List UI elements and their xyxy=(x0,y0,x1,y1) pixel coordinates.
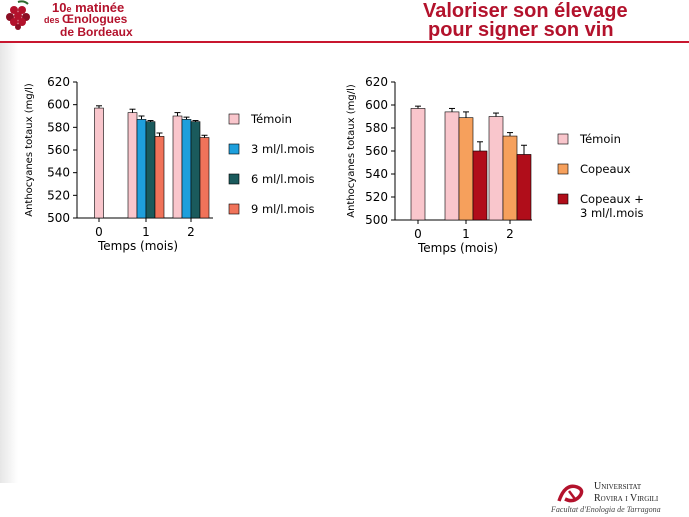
university-name: Universitat Rovira i Virgili xyxy=(594,481,658,505)
y-tick-label: 560 xyxy=(47,143,70,157)
y-axis-label: Anthocyanes totaux (mg/l) xyxy=(24,83,35,217)
x-tick-label: 0 xyxy=(95,225,103,239)
bar xyxy=(458,117,474,221)
bar xyxy=(181,119,192,219)
y-tick-label: 500 xyxy=(47,211,70,225)
bar xyxy=(488,116,504,221)
bar xyxy=(472,150,488,221)
x-axis-label: Temps (mois) xyxy=(417,241,498,255)
y-tick-label: 620 xyxy=(47,75,70,89)
y-tick-label: 500 xyxy=(365,213,388,227)
legend-label: 6 ml/l.mois xyxy=(251,172,315,186)
chart-anthocyanes-copeaux: 500 520 540 560 580 600 620 Anthocyanes totaux … xyxy=(346,75,644,255)
y-tick-label: 580 xyxy=(47,120,70,134)
x-tick-label: 2 xyxy=(187,225,195,239)
x-tick-label: 0 xyxy=(414,227,422,241)
legend-swatch xyxy=(228,113,240,125)
y-tick-label: 540 xyxy=(365,167,388,181)
y-tick-label: 620 xyxy=(365,75,388,89)
bar xyxy=(516,154,532,221)
faculty-name: Facultat d'Enologia de Tarragona xyxy=(551,505,661,514)
university-line-1: Universitat xyxy=(594,481,642,492)
legend-label: Témoin xyxy=(579,132,621,146)
bar xyxy=(190,121,201,219)
bar xyxy=(94,107,104,219)
legend-swatch xyxy=(557,133,569,145)
y-tick-label: 540 xyxy=(47,166,70,180)
event-line-2: des Œnologues xyxy=(44,12,128,26)
legend-label: Copeaux + xyxy=(580,192,644,206)
bar xyxy=(154,136,165,219)
x-tick-label: 1 xyxy=(142,225,150,239)
legend-label: 9 ml/l.mois xyxy=(251,202,315,216)
y-tick-label: 600 xyxy=(47,98,70,112)
bar xyxy=(145,121,156,219)
y-tick-label: 600 xyxy=(365,98,388,112)
bar xyxy=(172,115,183,219)
event-line-3: de Bordeaux xyxy=(60,25,133,39)
legend-label: Témoin xyxy=(250,112,292,126)
chart-anthocyanes-doses: 500 520 540 560 580 600 620 Anthocyanes totaux … xyxy=(24,75,315,253)
y-tick-label: 520 xyxy=(47,188,70,202)
urv-logo xyxy=(555,481,589,503)
legend-swatch xyxy=(228,173,240,185)
legend-label: 3 ml/l.mois xyxy=(251,142,315,156)
x-tick-label: 1 xyxy=(462,227,470,241)
event-line-1: 10e matinée xyxy=(52,0,125,15)
y-tick-label: 560 xyxy=(365,144,388,158)
slide-title-line-2: pour signer son vin xyxy=(428,19,614,41)
left-decorative-strip xyxy=(0,43,18,483)
legend-label: 3 ml/l.mois xyxy=(580,206,644,220)
bar xyxy=(444,111,460,221)
legend-swatch xyxy=(557,163,569,175)
legend-swatch xyxy=(228,203,240,215)
slide-title-line-1: Valoriser son élevage xyxy=(423,0,628,22)
bar xyxy=(199,137,210,219)
university-line-2: Rovira i Virgili xyxy=(594,493,659,504)
legend-swatch xyxy=(557,193,569,205)
legend-swatch xyxy=(228,143,240,155)
x-tick-label: 2 xyxy=(506,227,514,241)
bar xyxy=(136,119,147,219)
bar xyxy=(410,108,426,221)
x-axis-label: Temps (mois) xyxy=(97,239,178,253)
oenologues-logo xyxy=(0,0,40,42)
bar xyxy=(502,135,518,221)
bar xyxy=(127,112,138,219)
header-divider xyxy=(0,41,689,43)
legend-label: Copeaux xyxy=(580,162,631,176)
y-tick-label: 520 xyxy=(365,190,388,204)
y-tick-label: 580 xyxy=(365,121,388,135)
y-axis-label: Anthocyanes totaux (mg/l) xyxy=(346,84,357,218)
